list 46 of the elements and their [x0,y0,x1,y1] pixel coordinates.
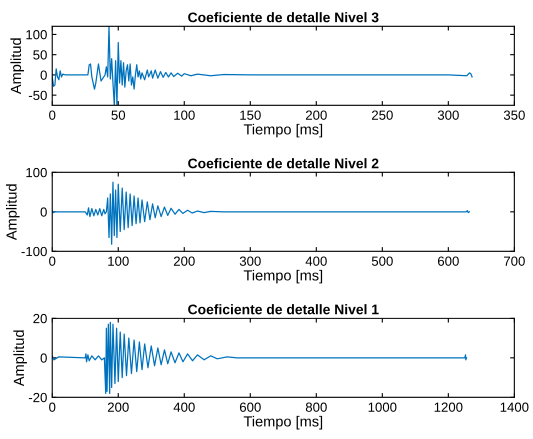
y-axis-title: Amplitud [13,330,27,386]
x-tick-label: 400 [306,256,327,266]
x-tick-label: 50 [111,110,126,120]
y-tick-label: -50 [28,90,47,100]
x-tick-label: 600 [240,402,261,412]
x-tick-label: 800 [306,402,327,412]
x-tick-label: 200 [108,402,129,412]
x-tick-label: 100 [108,256,129,266]
chart-title: Coeficiente de detalle Nivel 3 [188,12,379,22]
x-axis-title: Tiempo [ms] [244,416,322,430]
x-tick-label: 1400 [500,402,529,412]
x-tick-label: 1200 [434,402,462,412]
x-tick-label: 0 [49,110,56,120]
x-tick-label: 1000 [368,402,396,412]
line-series [52,26,473,106]
x-tick-label: 250 [372,110,393,120]
y-tick-label: 50 [33,50,47,60]
x-tick-label: 300 [438,110,459,120]
x-tick-label: 200 [306,110,327,120]
chart-title: Coeficiente de detalle Nivel 2 [188,158,378,168]
y-tick-label: 0 [40,207,47,217]
x-tick-label: 600 [438,256,459,266]
x-tick-label: 0 [49,256,56,266]
y-axis-title: Amplitud [10,38,24,94]
y-tick-label: -100 [22,246,47,256]
x-tick-label: 350 [504,110,525,120]
x-tick-label: 150 [240,110,261,120]
x-axis-title: Tiempo [ms] [244,270,322,284]
y-tick-label: 0 [40,353,47,363]
y-tick-label: -20 [28,392,47,402]
x-tick-label: 500 [372,256,393,266]
x-tick-label: 200 [174,256,195,266]
chart-title: Coeficiente de detalle Nivel 1 [188,304,379,314]
x-axis-title: Tiempo [ms] [244,124,322,138]
y-tick-label: 100 [26,168,47,178]
x-tick-label: 300 [240,256,261,266]
x-tick-label: 0 [49,402,56,412]
y-tick-label: 100 [26,30,47,40]
y-tick-label: 0 [40,70,47,80]
y-tick-label: 20 [33,314,47,324]
x-tick-label: 700 [504,256,525,266]
y-axis-title: Amplitud [6,184,20,240]
line-series [52,182,470,245]
line-series [52,322,468,394]
x-tick-label: 400 [174,402,195,412]
x-tick-label: 100 [174,110,195,120]
